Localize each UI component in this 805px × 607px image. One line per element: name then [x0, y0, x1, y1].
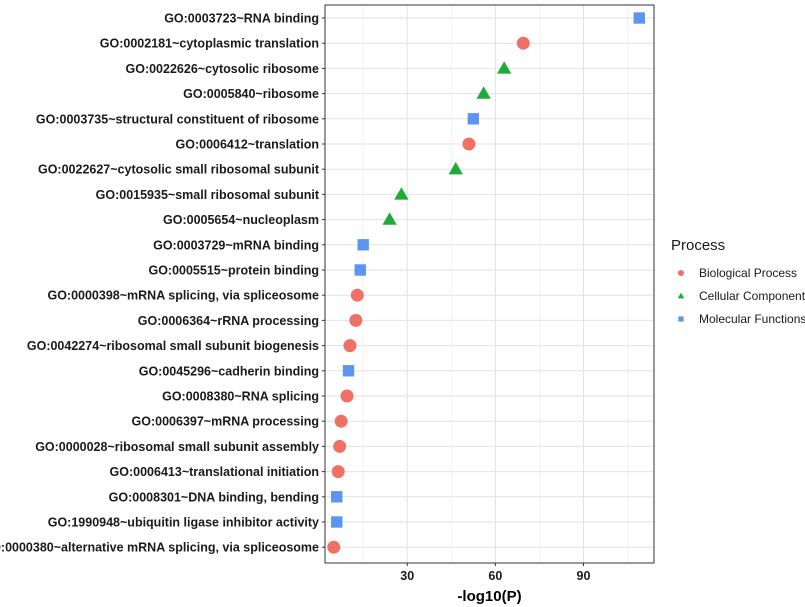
category-label: GO:0008301~DNA binding, bending: [109, 490, 319, 504]
data-point-triangle: [394, 187, 409, 200]
data-point-square: [633, 12, 645, 24]
data-point-circle: [343, 339, 357, 353]
data-point-circle: [350, 288, 364, 302]
grid-layer: [325, 5, 654, 563]
data-point-square: [467, 113, 480, 125]
legend-label: Cellular Component: [699, 289, 805, 303]
data-point-square: [354, 264, 366, 276]
x-tick-label: 30: [400, 569, 414, 583]
data-point-triangle: [497, 61, 512, 74]
data-point-square: [331, 516, 343, 528]
data-point-circle: [333, 439, 347, 453]
data-point-circle: [331, 465, 345, 479]
category-label: GO:0022626~cytosolic ribosome: [126, 62, 320, 76]
x-axis-title: -log10(P): [457, 588, 521, 605]
category-label: GO:0015935~small ribosomal subunit: [96, 188, 320, 202]
legend-items: Biological Process Cellular Component Mole…: [677, 266, 805, 326]
data-point-triangle: [382, 212, 397, 225]
category-label: GO:0000028~ribosomal small subunit assem…: [35, 440, 319, 454]
data-point-circle: [462, 137, 476, 151]
x-tick-label: 90: [577, 569, 591, 583]
legend-key-triangle: [677, 292, 685, 299]
legend-key-circle: [678, 270, 684, 276]
category-label: GO:0003735~structural constituent of rib…: [36, 112, 319, 126]
category-label: GO:0002181~cytoplasmic translation: [100, 37, 319, 51]
category-label: GO:0006397~mRNA processing: [132, 415, 319, 429]
data-point-square: [342, 365, 355, 377]
category-label: GO:0005515~protein binding: [148, 264, 319, 278]
category-label: GO:0005654~nucleoplasm: [163, 213, 319, 227]
category-label: GO:0000380~alternative mRNA splicing, vi…: [0, 541, 319, 555]
legend-key-square: [678, 316, 684, 322]
x-tick-labels: 30 60 90: [400, 563, 590, 583]
category-label: GO:0005840~ribosome: [183, 87, 319, 101]
category-label: GO:0045296~cadherin binding: [139, 364, 319, 378]
category-label: GO:0006413~translational initiation: [110, 465, 319, 479]
category-label: GO:0003723~RNA binding: [164, 12, 319, 26]
data-point-circle: [340, 389, 354, 403]
category-label: GO:1990948~ubiquitin ligase inhibitor ac…: [48, 516, 319, 530]
data-point-triangle: [448, 162, 463, 175]
legend-label: Molecular Functions: [699, 312, 805, 326]
legend-label: Biological Process: [699, 266, 797, 280]
category-label: GO:0042274~ribosomal small subunit bioge…: [27, 339, 319, 353]
category-label: GO:0000398~mRNA splicing, via spliceosom…: [47, 289, 319, 303]
data-point-square: [331, 491, 343, 503]
legend: Process Biological Process Cellular Compo…: [671, 237, 805, 326]
category-labels: GO:0003723~RNA binding GO:0002181~cytopla…: [0, 12, 325, 555]
data-point-triangle: [476, 86, 491, 99]
data-point-circle: [327, 540, 341, 554]
category-label: GO:0008380~RNA splicing: [162, 390, 319, 404]
category-label: GO:0006364~rRNA processing: [138, 314, 319, 328]
category-label: GO:0006412~translation: [176, 138, 319, 152]
legend-title: Process: [671, 237, 725, 254]
data-point-circle: [516, 36, 530, 50]
category-label: GO:0022627~cytosolic small ribosomal sub…: [38, 163, 320, 177]
plot-panel-border: [324, 4, 655, 564]
x-tick-label: 60: [488, 569, 502, 583]
category-label: GO:0003729~mRNA binding: [153, 238, 319, 252]
data-point-square: [357, 239, 369, 251]
data-point-circle: [334, 414, 348, 428]
data-point-circle: [349, 313, 363, 327]
data-points: [327, 12, 645, 554]
